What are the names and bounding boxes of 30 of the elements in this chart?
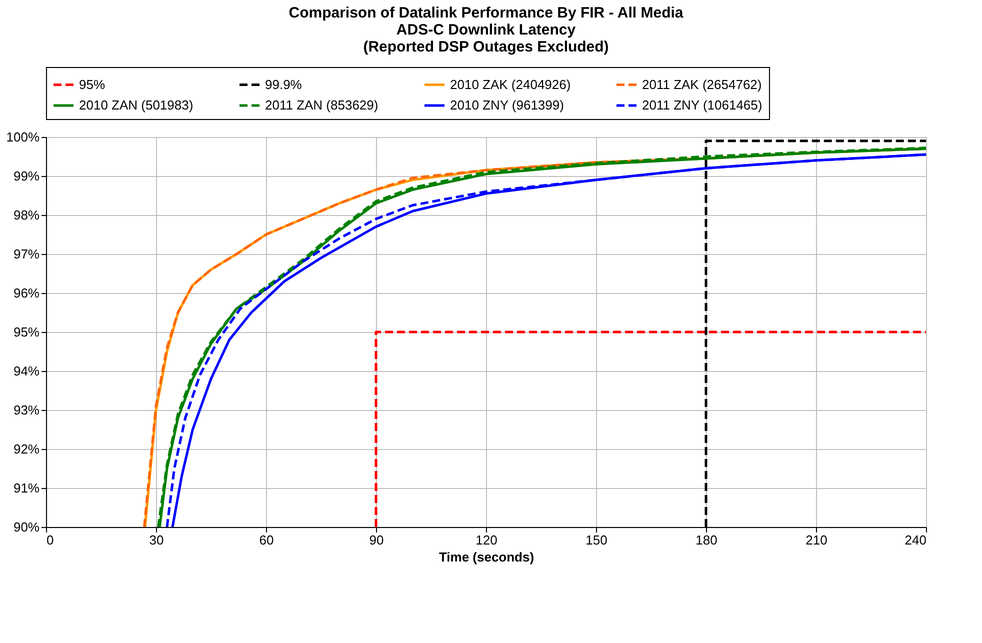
legend-label: 2010 ZAN (501983) [79,98,194,112]
x-tick-label: 60 [259,532,274,548]
y-tick-label: 94% [13,364,40,378]
legend-label: 2010 ZNY (961399) [450,98,564,112]
legend-label: 2010 ZAK (2404926) [450,76,571,92]
y-tick-label: 91% [13,480,40,496]
y-tick-label: 98% [13,208,40,222]
x-tick-label: 120 [476,532,498,548]
y-tick-label: 96% [13,286,40,300]
x-tick-label: 30 [149,532,164,548]
y-tick-label: 100% [6,130,40,144]
legend-label: 2011 ZAK (2654762) [642,76,762,92]
y-tick-label: 92% [13,442,40,456]
x-axis-title: Time (seconds) [438,550,534,564]
x-tick-label: 0 [46,532,54,548]
legend-label: 2011 ZNY (1061465) [642,98,762,112]
y-tick-label: 97% [13,246,40,262]
y-tick-label: 93% [13,402,40,418]
y-tick-label: 99% [13,168,40,184]
y-tick-label: 95% [13,324,40,340]
chart-title: Comparison of Datalink Performance By FIR - All Media ADS-C Downlink Latency (Reported DSP Outages Excluded) [288,4,684,56]
y-tick-label: 90% [13,520,40,534]
x-tick-label: 180 [696,532,718,548]
x-tick-label: 210 [806,532,828,548]
legend-label: 99.9% [265,76,302,92]
x-tick-label: 150 [586,532,608,548]
x-tick-label: 240 [904,532,926,548]
legend-label: 95% [79,76,106,92]
legend-label: 2011 ZAN (853629) [265,98,378,112]
x-tick-label: 90 [369,532,384,548]
